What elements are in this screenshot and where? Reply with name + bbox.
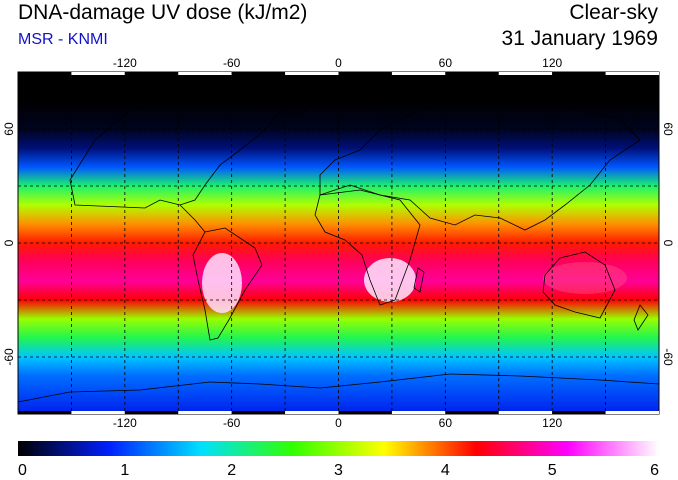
sky-condition: Clear-sky [569, 1, 658, 24]
lat-labels-right: 60 0 -60 [661, 122, 675, 366]
colorbar-label: 0 [18, 462, 27, 479]
frame-segment-bottom [178, 411, 232, 414]
coast-central-america [179, 204, 206, 233]
frame-segment-top [285, 72, 339, 75]
frame-segment-bottom [18, 411, 72, 414]
frame-segment-bottom [445, 411, 499, 414]
frame-segment-bottom [285, 411, 339, 414]
frame-segment-top [445, 72, 499, 75]
frame-segment-bottom [391, 411, 446, 414]
lon-label-bottom: 60 [439, 416, 453, 430]
frame-segment-top [231, 72, 286, 75]
lon-label-bottom: 0 [335, 416, 342, 430]
hotspot-australia [543, 262, 627, 294]
coast-antarctica [18, 373, 659, 403]
frame-segment-bottom [71, 411, 125, 414]
lon-label-top: -120 [113, 56, 137, 70]
frame-segment-bottom [498, 411, 553, 414]
frame-segment-bottom [124, 411, 179, 414]
colorbar-label: 5 [548, 462, 557, 479]
frame-segment-top [391, 72, 446, 75]
coast-europe-asia [319, 99, 641, 231]
lon-labels-top: -120 -60 0 60 120 [113, 56, 563, 70]
frame-segment-top [18, 72, 72, 75]
colorbar-label: 4 [441, 462, 450, 479]
lon-label-bottom: -120 [113, 416, 137, 430]
frame-segment-top [71, 72, 125, 75]
frame-segment-bottom [552, 411, 606, 414]
coast-south-america [192, 227, 263, 341]
frame-ticks [18, 72, 659, 414]
lon-label-bottom: -60 [223, 416, 241, 430]
lon-label-bottom: 120 [542, 416, 562, 430]
lat-labels-left: 60 0 -60 [2, 122, 16, 366]
lat-label-left: 0 [2, 239, 16, 246]
gridlines [18, 72, 659, 414]
coastlines [18, 77, 659, 403]
frame-segment-top [124, 72, 179, 75]
colorbar-label: 3 [334, 462, 343, 479]
frame-segment-top [338, 72, 392, 75]
lat-label-right: 0 [661, 240, 675, 247]
colorbar-label: 6 [650, 462, 659, 479]
lon-label-top: 0 [335, 56, 342, 70]
frame-segment-top [178, 72, 232, 75]
frame-segment-top [605, 72, 659, 75]
frame-segment-bottom [338, 411, 392, 414]
title: DNA-damage UV dose (kJ/m2) [18, 1, 308, 24]
lat-label-left: -60 [2, 348, 16, 366]
lat-label-right: 60 [661, 122, 675, 136]
lon-labels-bottom: -120 -60 0 60 120 [113, 416, 563, 430]
frame-segment-top [552, 72, 606, 75]
coast-north-america [69, 94, 291, 209]
lat-label-right: -60 [661, 348, 675, 366]
colorbar-label: 2 [227, 462, 236, 479]
lon-label-top: -60 [223, 56, 241, 70]
source-label: MSR - KNMI [18, 31, 108, 48]
coast-africa [314, 189, 421, 306]
coast-madagascar [413, 267, 425, 293]
date-label: 31 January 1969 [501, 27, 658, 50]
colorbar-labels: 0 1 2 3 4 5 6 [18, 462, 659, 479]
hotspot-south-america [202, 253, 242, 313]
coast-greenland [269, 77, 321, 116]
lat-label-left: 60 [2, 122, 16, 136]
lon-label-top: 60 [439, 56, 453, 70]
frame-segment-top [498, 72, 553, 75]
colorbar-strip [18, 441, 659, 456]
colorbar-label: 1 [120, 462, 129, 479]
frame-segment-bottom [231, 411, 286, 414]
coast-australia [542, 251, 616, 319]
hotspot-southern-africa [364, 258, 416, 302]
frame-segment-bottom [605, 411, 659, 414]
lon-label-top: 120 [542, 56, 562, 70]
coast-new-zealand [633, 304, 649, 331]
